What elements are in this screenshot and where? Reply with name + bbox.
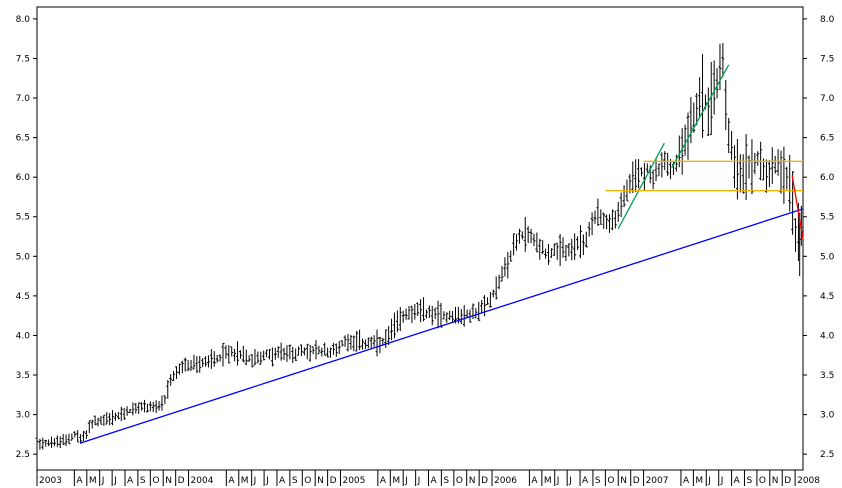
x-tick-label: J — [101, 476, 105, 486]
y-tick-label-left: 7.5 — [16, 54, 30, 64]
x-tick-label: A — [127, 476, 134, 486]
x-tick-label: O — [607, 476, 614, 486]
x-tick-label: A — [279, 476, 286, 486]
y-tick-label-left: 5.0 — [16, 252, 31, 262]
x-axis: 2003 A M J J A S O N D 2004 A M J J A S O N D 2005 A M J J A S O N D 2… — [36, 470, 820, 486]
y-tick-label-right: 4.0 — [820, 331, 835, 341]
x-tick-label: A — [734, 476, 741, 486]
x-tick-label: O — [456, 476, 463, 486]
x-tick-label: S — [443, 476, 449, 486]
x-tick-label: M — [544, 476, 552, 486]
trendlines — [79, 64, 804, 444]
x-tick-label: J — [417, 476, 421, 486]
x-tick-label: S — [746, 476, 752, 486]
y-tick-label-right: 7.5 — [820, 54, 834, 64]
x-tick-label: 2003 — [39, 476, 62, 486]
x-tick-label: J — [404, 476, 408, 486]
y-tick-label-right: 3.0 — [820, 411, 835, 421]
y-tick-label-left: 4.5 — [16, 292, 30, 302]
y-tick-label-right: 5.5 — [820, 213, 834, 223]
trendline — [79, 208, 804, 444]
x-tick-label: A — [683, 476, 690, 486]
y-tick-label-right: 7.0 — [820, 94, 835, 104]
y-tick-label-left: 6.0 — [16, 173, 31, 183]
x-tick-label: A — [582, 476, 589, 486]
x-tick-label: J — [113, 476, 117, 486]
x-tick-label: J — [556, 476, 560, 486]
x-tick-label: 2008 — [797, 476, 820, 486]
x-tick-label: 2005 — [342, 476, 365, 486]
x-tick-label: J — [568, 476, 572, 486]
x-tick-label: D — [784, 476, 791, 486]
y-tick-label-right: 8.0 — [820, 15, 835, 25]
y-tick-label-left: 2.5 — [16, 450, 30, 460]
y-tick-label-right: 5.0 — [820, 252, 835, 262]
x-tick-label: A — [76, 476, 83, 486]
x-tick-label: 2004 — [191, 476, 214, 486]
x-tick-label: A — [228, 476, 235, 486]
x-tick-label: M — [695, 476, 703, 486]
trendline — [671, 64, 730, 168]
x-tick-label: D — [481, 476, 488, 486]
x-tick-label: N — [469, 476, 476, 486]
y-tick-label-right: 4.5 — [820, 292, 834, 302]
y-tick-label-right: 3.5 — [820, 371, 834, 381]
x-tick-label: 2006 — [494, 476, 517, 486]
y-tick-label-left: 8.0 — [16, 15, 31, 25]
x-tick-label: J — [707, 476, 711, 486]
x-tick-label: N — [165, 476, 172, 486]
x-tick-label: J — [720, 476, 724, 486]
x-tick-label: M — [241, 476, 249, 486]
x-tick-label: S — [595, 476, 601, 486]
y-tick-label-left: 7.0 — [16, 94, 31, 104]
x-tick-label: M — [89, 476, 97, 486]
price-bars — [35, 42, 803, 450]
x-tick-label: D — [633, 476, 640, 486]
x-tick-label: S — [292, 476, 298, 486]
x-tick-label: A — [431, 476, 438, 486]
x-tick-label: J — [253, 476, 257, 486]
x-tick-label: N — [620, 476, 627, 486]
x-tick-label: N — [317, 476, 324, 486]
trendline — [617, 142, 665, 229]
y-axis-right: 2.5 3.0 3.5 4.0 4.5 5.0 5.5 6.0 6.5 7.0 7.5 8.0 — [803, 15, 835, 460]
plot-frame — [36, 6, 804, 471]
x-tick-label: A — [380, 476, 387, 486]
y-axis-left: 2.5 3.0 3.5 4.0 4.5 5.0 5.5 6.0 6.5 7.0 7.5 8.0 — [16, 15, 37, 460]
x-tick-label: 2007 — [646, 476, 669, 486]
x-tick-label: O — [152, 476, 159, 486]
x-tick-label: O — [759, 476, 766, 486]
y-tick-label-right: 2.5 — [820, 450, 834, 460]
x-tick-label: J — [265, 476, 269, 486]
y-tick-label-right: 6.5 — [820, 134, 834, 144]
trendline — [791, 175, 804, 240]
x-tick-label: O — [304, 476, 311, 486]
y-tick-label-left: 4.0 — [16, 331, 31, 341]
x-tick-label: M — [392, 476, 400, 486]
y-tick-label-left: 6.5 — [16, 134, 30, 144]
x-tick-label: D — [178, 476, 185, 486]
x-tick-label: N — [772, 476, 779, 486]
y-tick-label-left: 3.5 — [16, 371, 30, 381]
x-tick-label: S — [140, 476, 146, 486]
x-tick-label: A — [531, 476, 538, 486]
y-tick-label-left: 3.0 — [16, 411, 31, 421]
y-tick-label-right: 6.0 — [820, 173, 835, 183]
x-tick-label: D — [330, 476, 337, 486]
y-tick-label-left: 5.5 — [16, 213, 30, 223]
